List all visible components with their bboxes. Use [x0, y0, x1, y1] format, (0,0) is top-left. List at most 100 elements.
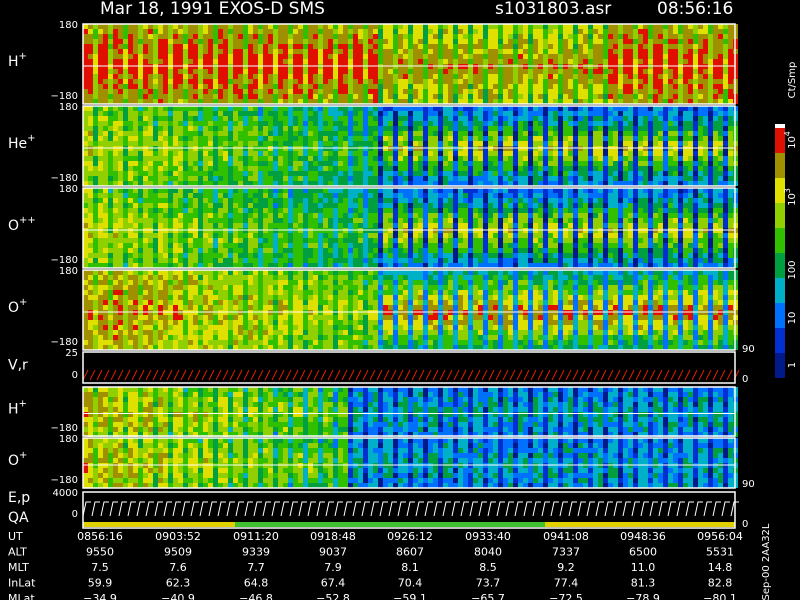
- spectrum-cell: [258, 238, 263, 243]
- spectrum-cell: [638, 141, 643, 146]
- spectrum-cell: [163, 49, 168, 54]
- spectrum-cell: [493, 84, 498, 89]
- spectrum-cell: [653, 181, 658, 186]
- spectrum-cell: [368, 44, 373, 49]
- spectrum-cell: [673, 156, 678, 161]
- spectrum-cell: [218, 253, 223, 258]
- spectrum-cell: [613, 54, 618, 59]
- spectrum-cell: [153, 243, 158, 248]
- spectrum-cell: [348, 74, 353, 79]
- spectrum-cell: [633, 136, 638, 141]
- spectrum-cell: [438, 59, 443, 64]
- spectrum-cell: [178, 233, 183, 238]
- spectrum-cell: [443, 74, 448, 79]
- spectrum-cell: [683, 166, 688, 171]
- spectrum-cell: [223, 171, 228, 176]
- spectrum-cell: [318, 116, 323, 121]
- spectrum-cell: [513, 111, 518, 116]
- spectrum-cell: [313, 54, 318, 59]
- spectrum-cell: [538, 171, 543, 176]
- spectrum-cell: [508, 34, 513, 39]
- spectrum-cell: [148, 121, 153, 126]
- spectrum-cell: [413, 59, 418, 64]
- spectrum-cell: [93, 253, 98, 258]
- spectrum-cell: [228, 233, 233, 238]
- spectrum-cell: [188, 243, 193, 248]
- spectrum-cell: [528, 84, 533, 89]
- spectrum-cell: [163, 29, 168, 34]
- spectrum-cell: [303, 69, 308, 74]
- spectrum-cell: [273, 151, 278, 156]
- spectrum-cell: [363, 136, 368, 141]
- spectrum-cell: [478, 181, 483, 186]
- spectrum-cell: [423, 59, 428, 64]
- spectrum-cell: [188, 176, 193, 181]
- spectrum-cell: [723, 156, 728, 161]
- spectrum-cell: [348, 94, 353, 99]
- spectrum-cell: [313, 99, 318, 104]
- spectrum-cell: [563, 69, 568, 74]
- spectrum-cell: [98, 193, 103, 198]
- spectrum-cell: [93, 79, 98, 84]
- spectrum-cell: [93, 258, 98, 263]
- spectrum-cell: [703, 171, 708, 176]
- spectrum-cell: [308, 181, 313, 186]
- spectrum-cell: [493, 106, 498, 111]
- spectrum-cell: [368, 121, 373, 126]
- spectrum-cell: [453, 94, 458, 99]
- spectrum-cell: [168, 84, 173, 89]
- spectrum-cell: [403, 121, 408, 126]
- spectrum-cell: [358, 79, 363, 84]
- spectrum-cell: [223, 253, 228, 258]
- spectrum-cell: [463, 126, 468, 131]
- spectrum-cell: [643, 49, 648, 54]
- spectrum-cell: [223, 136, 228, 141]
- spectrum-cell: [103, 166, 108, 171]
- spectrum-cell: [138, 24, 143, 29]
- spectrum-cell: [598, 136, 603, 141]
- spectrum-cell: [623, 44, 628, 49]
- spectrum-cell: [363, 94, 368, 99]
- spectrum-cell: [263, 89, 268, 94]
- spectrum-cell: [108, 106, 113, 111]
- spectrum-cell: [568, 121, 573, 126]
- spectrum-cell: [678, 39, 683, 44]
- spectrum-cell: [278, 79, 283, 84]
- spectrum-cell: [173, 89, 178, 94]
- spectrum-cell: [508, 94, 513, 99]
- spectrum-cell: [723, 54, 728, 59]
- spectrum-cell: [338, 89, 343, 94]
- spectrum-cell: [578, 54, 583, 59]
- spectrum-cell: [153, 238, 158, 243]
- spectrum-cell: [608, 151, 613, 156]
- spectrum-cell: [238, 116, 243, 121]
- spectrum-cell: [528, 99, 533, 104]
- spectrum-cell: [563, 24, 568, 29]
- spectrum-cell: [523, 156, 528, 161]
- spectrum-cell: [83, 253, 88, 258]
- spectrum-cell: [143, 141, 148, 146]
- spectrum-cell: [193, 263, 198, 268]
- spectrum-cell: [503, 111, 508, 116]
- spectrum-cell: [628, 111, 633, 116]
- spectrum-cell: [178, 116, 183, 121]
- spectrum-cell: [358, 156, 363, 161]
- spectrum-cell: [143, 171, 148, 176]
- spectrum-cell: [353, 111, 358, 116]
- spectrum-cell: [693, 166, 698, 171]
- spectrum-cell: [108, 44, 113, 49]
- spectrum-cell: [88, 258, 93, 263]
- spectrum-cell: [688, 106, 693, 111]
- spectrum-cell: [178, 161, 183, 166]
- spectrum-cell: [453, 166, 458, 171]
- spectrum-cell: [203, 198, 208, 203]
- spectrum-cell: [243, 248, 248, 253]
- spectrum-cell: [193, 218, 198, 223]
- spectrum-cell: [713, 161, 718, 166]
- spectrum-cell: [233, 74, 238, 79]
- spectrum-cell: [448, 99, 453, 104]
- spectrum-cell: [513, 106, 518, 111]
- spectrum-cell: [163, 193, 168, 198]
- spectrum-cell: [488, 39, 493, 44]
- spectrum-cell: [498, 161, 503, 166]
